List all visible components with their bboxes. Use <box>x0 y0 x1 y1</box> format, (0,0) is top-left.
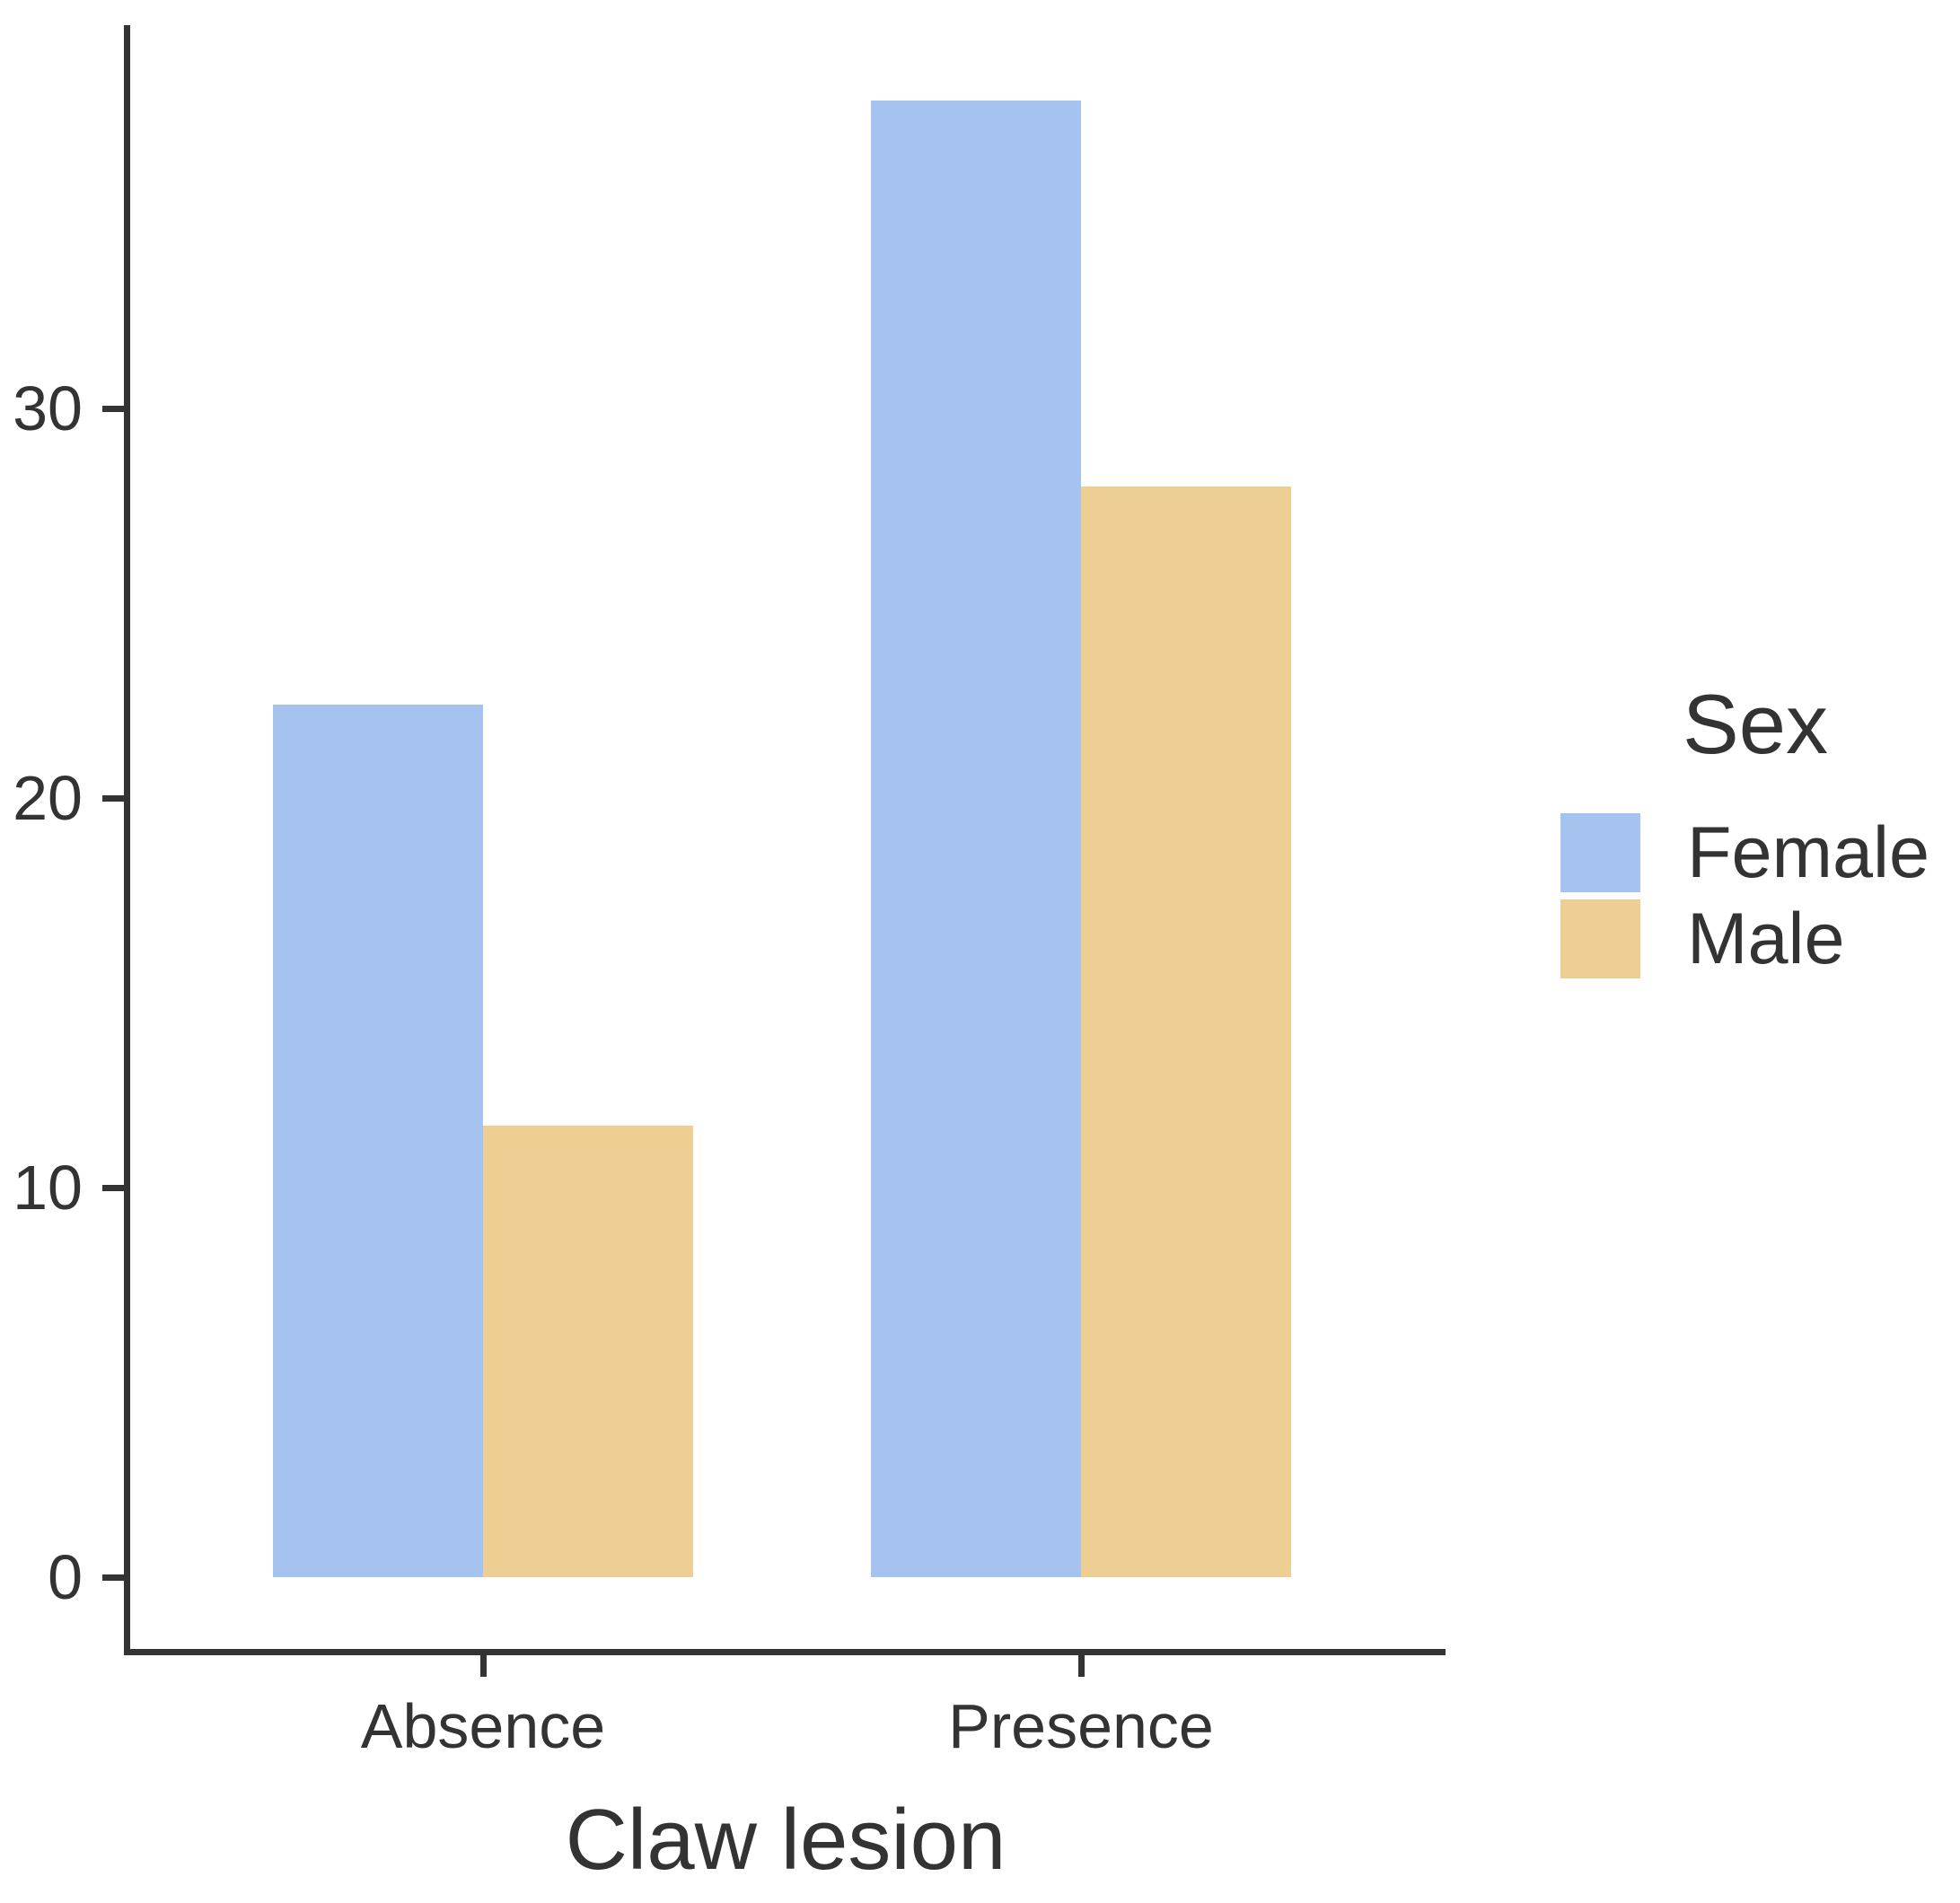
legend-entry-male: Male <box>1560 899 1845 979</box>
legend-key-male <box>1560 899 1640 978</box>
legend-key-female <box>1560 813 1640 892</box>
y-tick-30 <box>102 406 124 412</box>
y-tick-label-10: 10 <box>13 1153 83 1223</box>
x-tick-label-absence: Absence <box>360 1691 606 1761</box>
bar-absence-male <box>483 1126 693 1577</box>
y-tick-0 <box>102 1574 124 1581</box>
legend-title: Sex <box>1683 677 1828 771</box>
y-axis-line <box>124 25 130 1655</box>
bar-presence-male <box>1081 487 1291 1577</box>
x-tick-presence <box>1078 1655 1085 1677</box>
legend-label-male: Male <box>1687 899 1845 979</box>
bar-absence-female <box>273 705 483 1577</box>
y-tick-20 <box>102 795 124 802</box>
x-tick-label-presence: Presence <box>948 1691 1214 1761</box>
legend-entry-female: Female <box>1560 812 1929 893</box>
x-tick-absence <box>480 1655 487 1677</box>
x-axis-title: Claw lesion <box>565 1792 1006 1888</box>
bar-presence-female <box>871 101 1081 1577</box>
y-tick-label-0: 0 <box>48 1542 83 1612</box>
y-tick-10 <box>102 1185 124 1191</box>
x-axis-line <box>124 1649 1446 1655</box>
y-tick-label-30: 30 <box>13 373 83 443</box>
legend-label-female: Female <box>1687 812 1930 893</box>
y-tick-label-20: 20 <box>13 763 83 833</box>
